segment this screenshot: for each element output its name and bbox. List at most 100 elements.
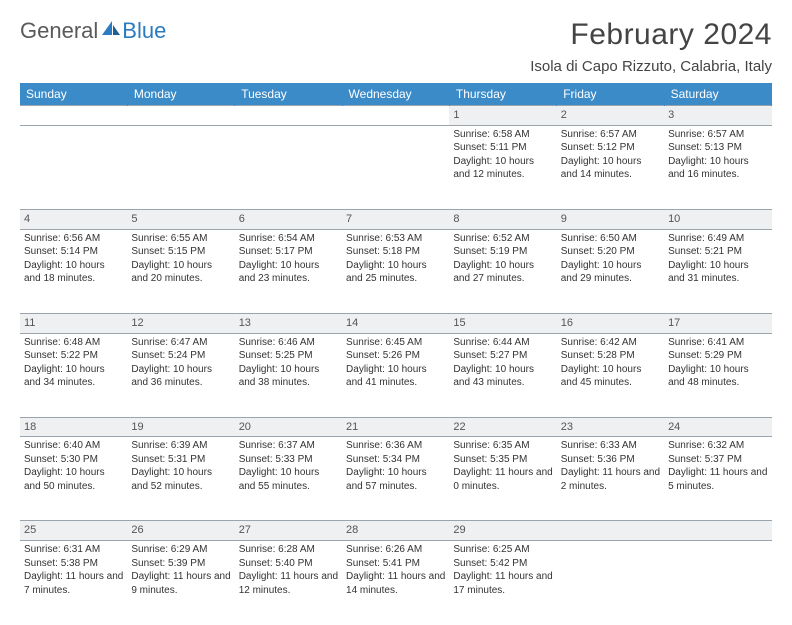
day-sunset: Sunset: 5:34 PM <box>346 453 445 467</box>
day-header: Saturday <box>664 83 771 106</box>
day-number-cell: 29 <box>449 521 556 541</box>
day-detail-cell: Sunrise: 6:29 AMSunset: 5:39 PMDaylight:… <box>127 541 234 625</box>
day-number-cell: 4 <box>20 209 127 229</box>
day-number-cell: 8 <box>449 209 556 229</box>
logo: General Blue <box>20 18 166 44</box>
day-detail-cell: Sunrise: 6:58 AMSunset: 5:11 PMDaylight:… <box>449 125 556 209</box>
day-number-cell: 25 <box>20 521 127 541</box>
day-day: Daylight: 10 hours and 57 minutes. <box>346 466 445 493</box>
day-number-cell: 10 <box>664 209 771 229</box>
day-number-cell: 12 <box>127 313 234 333</box>
day-number-row: 11121314151617 <box>20 313 772 333</box>
day-detail-cell: Sunrise: 6:40 AMSunset: 5:30 PMDaylight:… <box>20 437 127 521</box>
day-detail-cell: Sunrise: 6:42 AMSunset: 5:28 PMDaylight:… <box>557 333 664 417</box>
day-detail-row: Sunrise: 6:48 AMSunset: 5:22 PMDaylight:… <box>20 333 772 417</box>
day-sunset: Sunset: 5:33 PM <box>239 453 338 467</box>
day-header: Sunday <box>20 83 127 106</box>
day-day: Daylight: 10 hours and 55 minutes. <box>239 466 338 493</box>
day-sunset: Sunset: 5:21 PM <box>668 245 767 259</box>
day-number-cell: 26 <box>127 521 234 541</box>
day-sunset: Sunset: 5:19 PM <box>453 245 552 259</box>
day-sunrise: Sunrise: 6:37 AM <box>239 439 338 453</box>
day-number-cell: 13 <box>235 313 342 333</box>
day-sunset: Sunset: 5:38 PM <box>24 557 123 571</box>
day-header: Wednesday <box>342 83 449 106</box>
day-sunset: Sunset: 5:14 PM <box>24 245 123 259</box>
day-detail-cell: Sunrise: 6:31 AMSunset: 5:38 PMDaylight:… <box>20 541 127 625</box>
day-header: Friday <box>557 83 664 106</box>
day-sunrise: Sunrise: 6:29 AM <box>131 543 230 557</box>
day-detail-cell: Sunrise: 6:47 AMSunset: 5:24 PMDaylight:… <box>127 333 234 417</box>
day-number-row: 123 <box>20 106 772 126</box>
header: General Blue February 2024 Isola di Capo… <box>20 18 772 75</box>
day-detail-cell: Sunrise: 6:57 AMSunset: 5:13 PMDaylight:… <box>664 125 771 209</box>
day-detail-cell: Sunrise: 6:48 AMSunset: 5:22 PMDaylight:… <box>20 333 127 417</box>
day-sunrise: Sunrise: 6:50 AM <box>561 232 660 246</box>
day-detail-cell: Sunrise: 6:44 AMSunset: 5:27 PMDaylight:… <box>449 333 556 417</box>
day-sunrise: Sunrise: 6:57 AM <box>668 128 767 142</box>
day-number-cell: 28 <box>342 521 449 541</box>
logo-word2: Blue <box>122 18 166 44</box>
day-sunrise: Sunrise: 6:42 AM <box>561 336 660 350</box>
day-sunrise: Sunrise: 6:56 AM <box>24 232 123 246</box>
day-number-cell <box>127 106 234 126</box>
day-sunrise: Sunrise: 6:25 AM <box>453 543 552 557</box>
day-number-cell: 2 <box>557 106 664 126</box>
day-day: Daylight: 10 hours and 36 minutes. <box>131 363 230 390</box>
day-sunrise: Sunrise: 6:54 AM <box>239 232 338 246</box>
day-day: Daylight: 10 hours and 12 minutes. <box>453 155 552 182</box>
day-detail-row: Sunrise: 6:56 AMSunset: 5:14 PMDaylight:… <box>20 229 772 313</box>
day-detail-cell: Sunrise: 6:41 AMSunset: 5:29 PMDaylight:… <box>664 333 771 417</box>
day-sunrise: Sunrise: 6:41 AM <box>668 336 767 350</box>
day-sunrise: Sunrise: 6:58 AM <box>453 128 552 142</box>
day-day: Daylight: 10 hours and 20 minutes. <box>131 259 230 286</box>
day-detail-cell: Sunrise: 6:26 AMSunset: 5:41 PMDaylight:… <box>342 541 449 625</box>
day-day: Daylight: 10 hours and 16 minutes. <box>668 155 767 182</box>
day-number-cell: 23 <box>557 417 664 437</box>
location-text: Isola di Capo Rizzuto, Calabria, Italy <box>530 58 772 75</box>
day-day: Daylight: 10 hours and 31 minutes. <box>668 259 767 286</box>
day-day: Daylight: 10 hours and 18 minutes. <box>24 259 123 286</box>
title-block: February 2024 Isola di Capo Rizzuto, Cal… <box>530 18 772 75</box>
day-detail-cell <box>235 125 342 209</box>
day-detail-cell <box>664 541 771 625</box>
day-day: Daylight: 11 hours and 17 minutes. <box>453 570 552 597</box>
day-detail-cell: Sunrise: 6:25 AMSunset: 5:42 PMDaylight:… <box>449 541 556 625</box>
day-number-cell: 5 <box>127 209 234 229</box>
day-sunset: Sunset: 5:30 PM <box>24 453 123 467</box>
day-number-cell: 6 <box>235 209 342 229</box>
day-number-cell <box>557 521 664 541</box>
day-number-cell: 19 <box>127 417 234 437</box>
day-detail-cell: Sunrise: 6:33 AMSunset: 5:36 PMDaylight:… <box>557 437 664 521</box>
day-detail-cell: Sunrise: 6:36 AMSunset: 5:34 PMDaylight:… <box>342 437 449 521</box>
day-day: Daylight: 10 hours and 29 minutes. <box>561 259 660 286</box>
day-sunrise: Sunrise: 6:39 AM <box>131 439 230 453</box>
day-sunset: Sunset: 5:11 PM <box>453 141 552 155</box>
day-day: Daylight: 10 hours and 50 minutes. <box>24 466 123 493</box>
day-sunset: Sunset: 5:13 PM <box>668 141 767 155</box>
day-sunset: Sunset: 5:42 PM <box>453 557 552 571</box>
day-number-cell: 9 <box>557 209 664 229</box>
day-number-cell: 1 <box>449 106 556 126</box>
day-detail-cell: Sunrise: 6:55 AMSunset: 5:15 PMDaylight:… <box>127 229 234 313</box>
day-sunset: Sunset: 5:35 PM <box>453 453 552 467</box>
day-detail-cell: Sunrise: 6:28 AMSunset: 5:40 PMDaylight:… <box>235 541 342 625</box>
day-sunrise: Sunrise: 6:53 AM <box>346 232 445 246</box>
page-title: February 2024 <box>530 18 772 52</box>
day-detail-cell: Sunrise: 6:35 AMSunset: 5:35 PMDaylight:… <box>449 437 556 521</box>
day-day: Daylight: 10 hours and 45 minutes. <box>561 363 660 390</box>
day-number-cell: 24 <box>664 417 771 437</box>
day-day: Daylight: 10 hours and 23 minutes. <box>239 259 338 286</box>
day-sunrise: Sunrise: 6:48 AM <box>24 336 123 350</box>
day-number-cell <box>235 106 342 126</box>
calendar-header-row: SundayMondayTuesdayWednesdayThursdayFrid… <box>20 83 772 106</box>
day-sunset: Sunset: 5:26 PM <box>346 349 445 363</box>
day-sunset: Sunset: 5:41 PM <box>346 557 445 571</box>
day-day: Daylight: 11 hours and 14 minutes. <box>346 570 445 597</box>
day-sunset: Sunset: 5:28 PM <box>561 349 660 363</box>
day-number-cell: 22 <box>449 417 556 437</box>
day-header: Thursday <box>449 83 556 106</box>
day-sunset: Sunset: 5:18 PM <box>346 245 445 259</box>
day-sunset: Sunset: 5:24 PM <box>131 349 230 363</box>
logo-sail-icon <box>100 19 122 44</box>
